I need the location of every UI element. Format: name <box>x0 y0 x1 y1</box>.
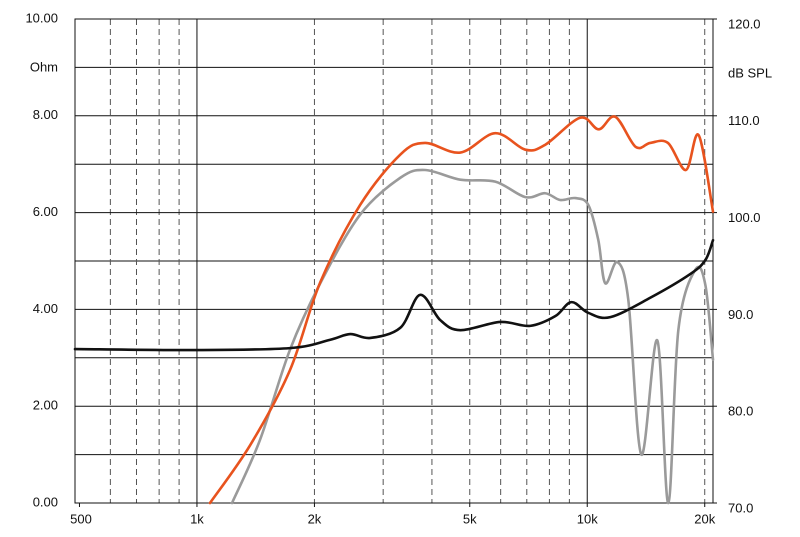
y-tick-label: 6.00 <box>33 204 58 219</box>
y2-tick-label: 70.0 <box>728 500 753 515</box>
y2-tick-label: 110.0 <box>728 113 760 128</box>
y-axis-label: Ohm <box>30 59 58 74</box>
x-tick-label: 10k <box>577 511 598 526</box>
x-tick-label: 20k <box>694 511 715 526</box>
series-line <box>208 115 715 505</box>
plot-frame <box>74 18 714 504</box>
x-tick-label: 2k <box>308 511 322 526</box>
y2-tick-label: 80.0 <box>728 404 753 419</box>
y-tick-label: 8.00 <box>33 107 58 122</box>
y-tick-label: 2.00 <box>33 398 58 413</box>
y2-tick-label: 90.0 <box>728 307 753 322</box>
series-line <box>73 238 715 352</box>
y2-tick-label: 120.0 <box>728 16 761 31</box>
y2-axis-label: dB SPL <box>728 65 772 80</box>
y-tick-label: 10.00 <box>25 10 58 25</box>
x-tick-label: 1k <box>190 511 204 526</box>
y-tick-label: 4.00 <box>33 301 58 316</box>
x-tick-label: 5k <box>463 511 477 526</box>
y2-tick-label: 100.0 <box>728 210 761 225</box>
series-line <box>230 168 715 505</box>
x-tick-label: 500 <box>70 511 92 526</box>
y-tick-label: 0.00 <box>33 494 58 509</box>
